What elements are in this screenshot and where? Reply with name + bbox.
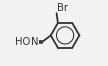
Text: Br: Br: [57, 3, 68, 13]
Text: N: N: [31, 37, 39, 47]
Text: HO: HO: [15, 37, 30, 47]
